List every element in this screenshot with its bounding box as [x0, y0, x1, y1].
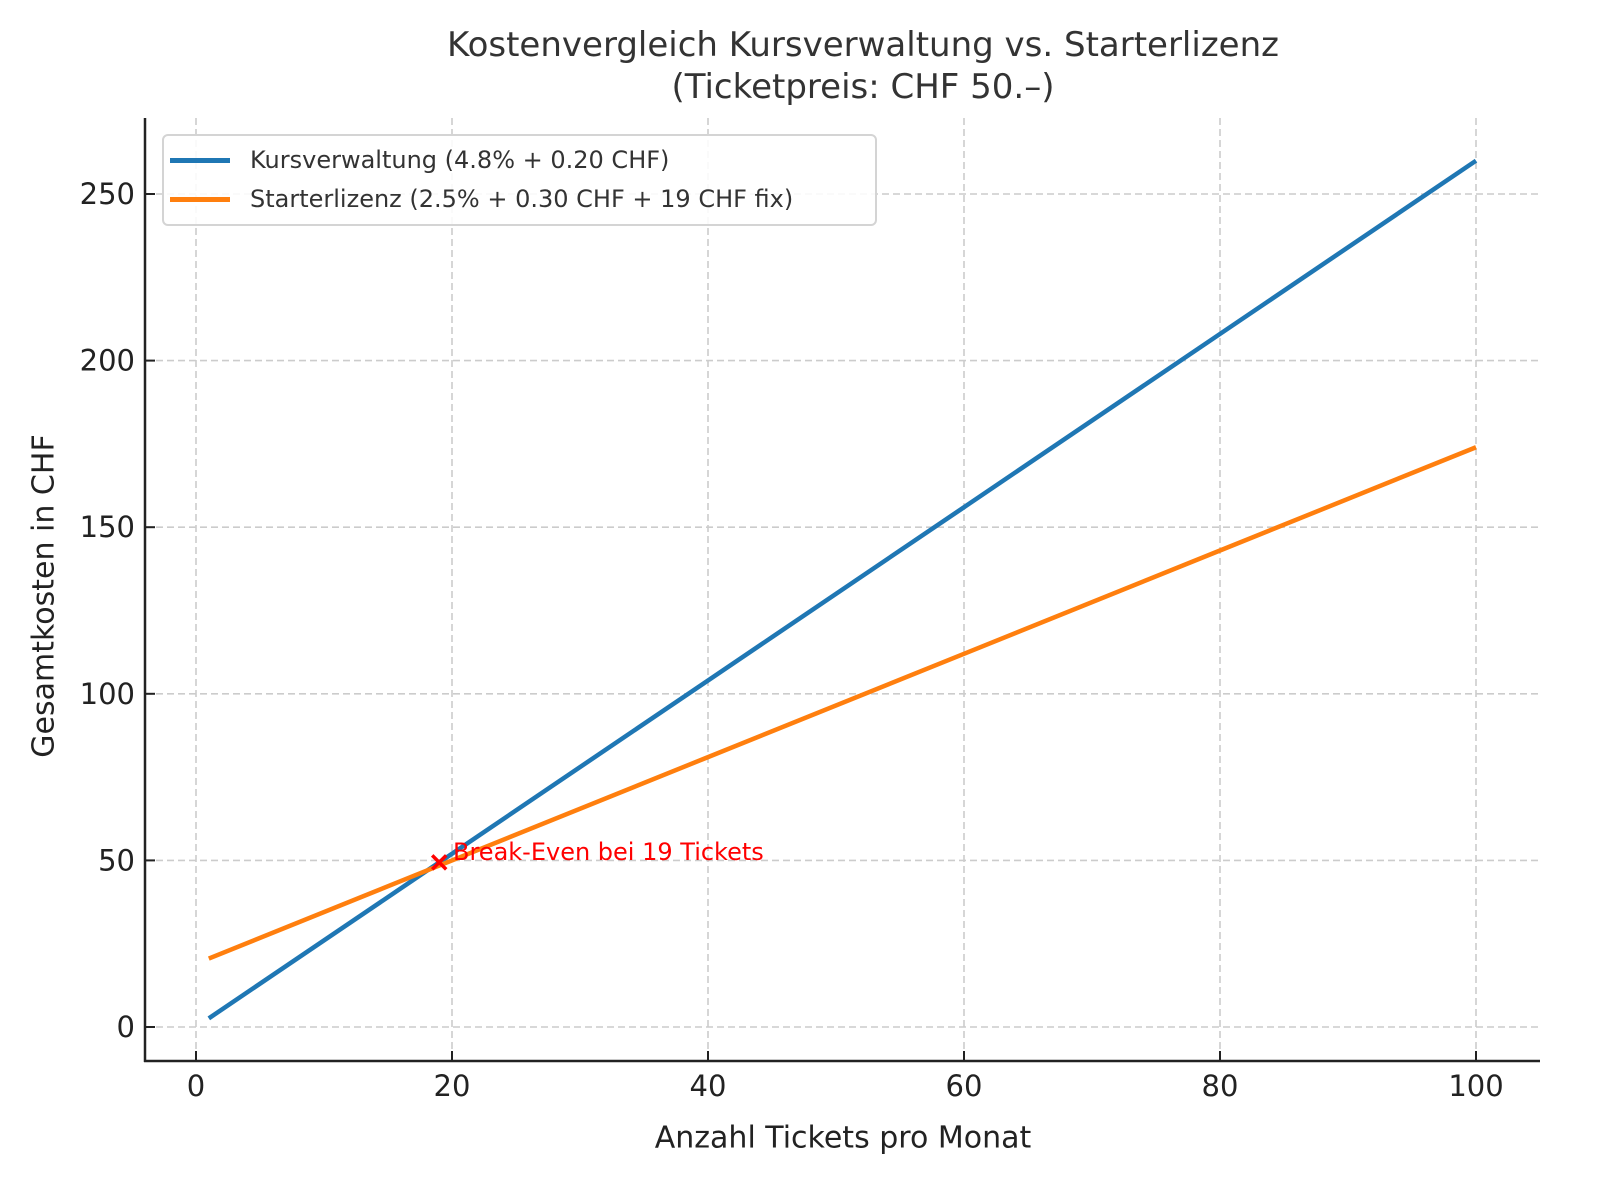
legend-swatch-blue — [170, 157, 230, 163]
legend-label: Kursverwaltung (4.8% + 0.20 CHF) — [250, 146, 670, 174]
x-tick-label: 20 — [434, 1069, 471, 1103]
y-tick-label: 250 — [80, 177, 135, 211]
legend-swatch-orange — [170, 196, 230, 202]
y-tick-label: 0 — [117, 1010, 135, 1044]
y-tick-label: 50 — [98, 843, 135, 877]
x-tick-label: 0 — [187, 1069, 205, 1103]
x-tick-label: 40 — [690, 1069, 727, 1103]
break-even-annotation: Break-Even bei 19 Tickets — [453, 838, 764, 866]
legend-item-starterlizenz: Starterlizenz (2.5% + 0.30 CHF + 19 CHF … — [170, 181, 793, 217]
legend: Kursverwaltung (4.8% + 0.20 CHF) Starter… — [162, 134, 877, 226]
y-tick-label: 200 — [80, 344, 135, 378]
chart-title: Kostenvergleich Kursverwaltung vs. Start… — [0, 24, 1600, 108]
legend-item-kursverwaltung: Kursverwaltung (4.8% + 0.20 CHF) — [170, 142, 669, 178]
legend-label: Starterlizenz (2.5% + 0.30 CHF + 19 CHF … — [250, 185, 794, 213]
chart-title-line2: (Ticketpreis: CHF 50.–) — [671, 67, 1055, 107]
y-axis-label: Gesamtkosten in CHF — [26, 434, 62, 758]
tick-labels: 0 20 40 60 80 100 0 50 100 150 200 250 — [80, 177, 1504, 1103]
axes — [143, 118, 1540, 1063]
x-tick-label: 60 — [946, 1069, 983, 1103]
x-tick-label: 100 — [1448, 1069, 1503, 1103]
series-lines — [207, 158, 1478, 1021]
break-even-marker-icon — [430, 854, 448, 871]
x-tick-label: 80 — [1202, 1069, 1239, 1103]
chart-title-line1: Kostenvergleich Kursverwaltung vs. Start… — [446, 25, 1279, 65]
y-tick-label: 150 — [80, 510, 135, 544]
y-tick-label: 100 — [80, 677, 135, 711]
x-axis-label: Anzahl Tickets pro Monat — [654, 1120, 1032, 1156]
